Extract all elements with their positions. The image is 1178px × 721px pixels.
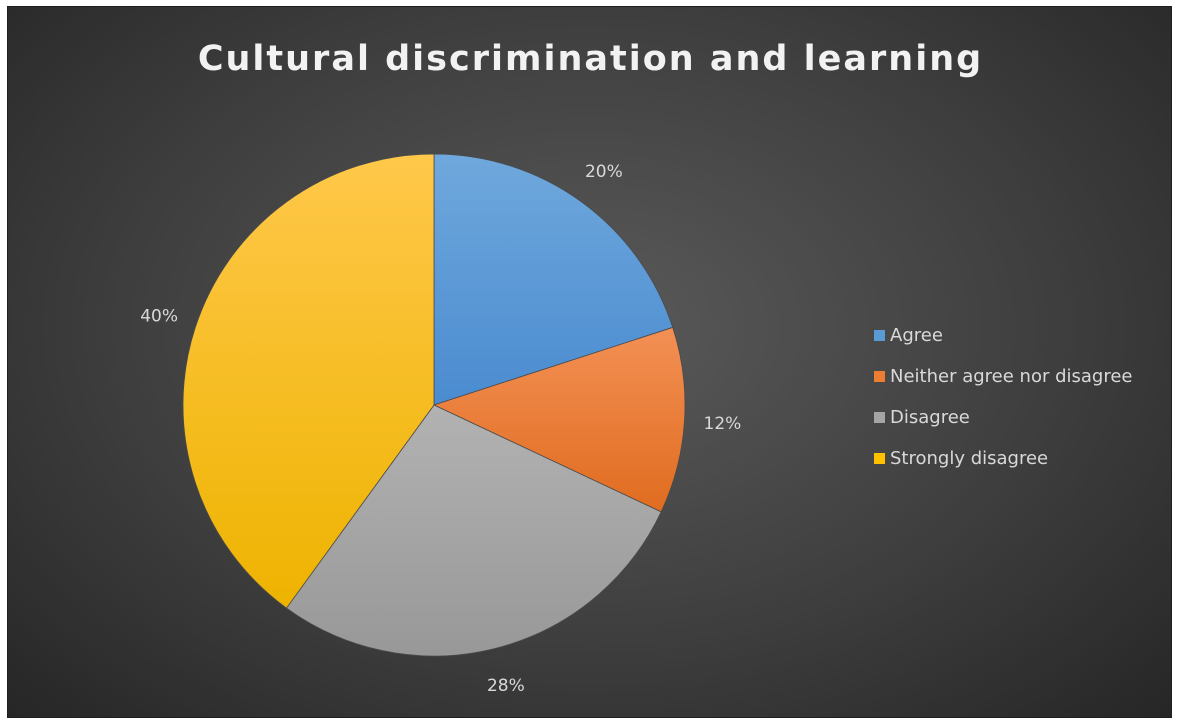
legend-label-strongly-disagree: Strongly disagree	[890, 447, 1049, 469]
pie-slice-agree	[433, 153, 674, 406]
pie-slice-neither	[432, 326, 686, 513]
legend-swatch-strongly-disagree	[874, 452, 885, 464]
legend-label-agree: Agree	[890, 324, 943, 346]
legend-swatch-agree	[874, 329, 885, 341]
pie-slice-strongly-disagree	[182, 153, 435, 609]
data-label-agree: 20%	[585, 162, 623, 182]
chart-title: Cultural discrimination and learning	[197, 39, 984, 79]
legend: Agree Neither agree nor disagree Disagre…	[874, 323, 1133, 487]
legend-label-neither: Neither agree nor disagree	[890, 365, 1133, 387]
legend-swatch-disagree	[874, 411, 885, 423]
legend-label-disagree: Disagree	[890, 406, 970, 428]
pie-plot: 20% 12% 28% 40%	[140, 153, 742, 696]
data-label-neither: 12%	[704, 414, 742, 434]
legend-item-agree: Agree	[874, 323, 1133, 347]
legend-item-disagree: Disagree	[874, 405, 1133, 429]
data-label-disagree: 28%	[487, 676, 525, 696]
legend-swatch-neither	[874, 370, 885, 382]
legend-item-strongly-disagree: Strongly disagree	[874, 446, 1133, 470]
chart-area: Cultural discrimination and learning 20%…	[7, 6, 1172, 718]
legend-item-neither: Neither agree nor disagree	[874, 364, 1133, 388]
pie-slice-disagree	[285, 404, 662, 657]
data-label-strongly-disagree: 40%	[140, 307, 178, 327]
